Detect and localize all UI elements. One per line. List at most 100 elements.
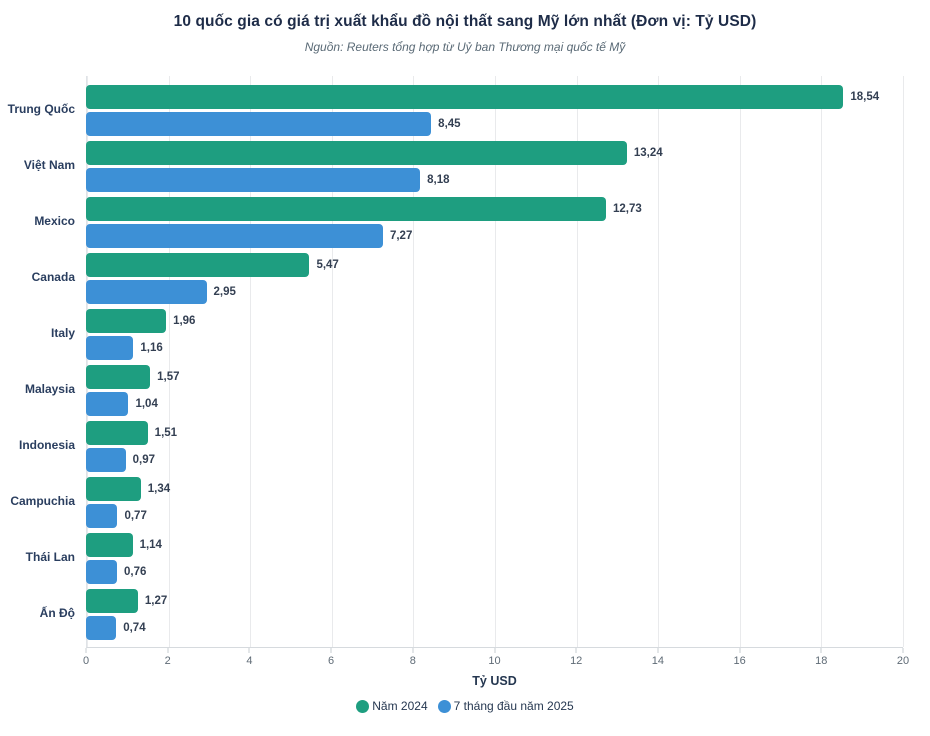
bar-value-label: 8,18 <box>427 173 450 186</box>
legend-swatch-icon <box>356 699 370 713</box>
gridline <box>658 76 660 647</box>
bar-pair: 1,27 0,74 <box>86 588 903 640</box>
x-tick-mark <box>85 648 87 653</box>
chart-row: Campuchia 1,34 0,77 <box>0 474 903 530</box>
bar-series-2024[interactable] <box>86 420 148 445</box>
gridline <box>739 76 741 647</box>
bar-line: 0,97 <box>86 447 903 472</box>
x-tick-mark <box>248 648 250 653</box>
x-tick-label: 18 <box>815 655 828 667</box>
bar-value-label: 1,04 <box>135 397 158 410</box>
bar-value-label: 12,73 <box>613 202 642 215</box>
bar-series-2024[interactable] <box>86 196 607 221</box>
bar-value-label: 18,54 <box>850 90 880 103</box>
bar-series-2025[interactable] <box>86 615 117 640</box>
chart-row: Mexico 12,73 7,27 <box>0 194 903 250</box>
bar-line: 7,27 <box>86 223 903 248</box>
bar-value-label: 1,34 <box>147 482 171 495</box>
bar-series-2025[interactable] <box>86 391 129 416</box>
category-label: Campuchia <box>10 494 75 509</box>
bar-series-2024[interactable] <box>86 84 844 109</box>
bar-line: 1,04 <box>86 391 903 416</box>
bar-value-label: 1,14 <box>139 538 162 551</box>
bar-line: 0,74 <box>86 615 903 640</box>
bar-value-label: 1,96 <box>173 314 196 327</box>
bar-series-2024[interactable] <box>86 308 167 333</box>
gridline <box>250 76 252 647</box>
bar-line: 12,73 <box>86 196 903 221</box>
chart-title: 10 quốc gia có giá trị xuất khẩu đồ nội … <box>173 13 757 30</box>
category-label: Canada <box>31 270 75 285</box>
bar-line: 1,27 <box>86 588 903 613</box>
bar-line: 5,47 <box>86 252 903 277</box>
x-tick-mark <box>902 648 904 653</box>
plot-area: Trung Quốc 18,54 8,45 Việt Nam 13,24 8,18 Mexi… <box>0 76 930 648</box>
gridline <box>903 76 904 647</box>
x-tick-mark <box>739 648 741 653</box>
bar-pair: 1,57 1,04 <box>86 364 903 416</box>
category-label: Thái Lan <box>25 550 75 565</box>
bar-line: 2,95 <box>86 279 903 304</box>
bar-line: 1,57 <box>86 364 903 389</box>
bar-series-2024[interactable] <box>86 252 310 277</box>
chart-row: Trung Quốc 18,54 8,45 <box>0 82 903 138</box>
bar-series-2024[interactable] <box>86 364 151 389</box>
category-label: Malaysia <box>24 382 75 397</box>
bar-pair: 1,14 0,76 <box>86 532 903 584</box>
gridline <box>87 76 88 647</box>
bar-value-label: 2,95 <box>213 285 236 298</box>
bar-line: 1,51 <box>86 420 903 445</box>
category-label: Indonesia <box>18 438 75 453</box>
legend-item-2024[interactable]: Năm 2024 <box>356 699 428 713</box>
bar-series-2024[interactable] <box>86 476 141 501</box>
bar-series-2025[interactable] <box>86 167 421 192</box>
x-axis-title: Tỷ USD <box>472 674 517 688</box>
category-label: Italy <box>50 326 75 341</box>
bar-value-label: 0,97 <box>132 453 155 466</box>
bar-value-label: 0,76 <box>124 565 147 578</box>
bar-pair: 5,47 2,95 <box>86 252 903 304</box>
bar-series-2025[interactable] <box>86 503 118 528</box>
chart-row: Ấn Độ 1,27 0,74 <box>0 586 903 642</box>
gridline <box>413 76 415 647</box>
x-tick-mark <box>575 648 577 653</box>
bar-line: 8,18 <box>86 167 903 192</box>
x-tick-mark <box>412 648 414 653</box>
bar-series-2025[interactable] <box>86 279 207 304</box>
bar-value-label: 1,27 <box>144 594 168 607</box>
bar-series-2025[interactable] <box>86 559 118 584</box>
x-tick-mark <box>657 648 659 653</box>
category-label: Trung Quốc <box>7 102 75 117</box>
bar-line: 1,16 <box>86 335 903 360</box>
bar-line: 8,45 <box>86 111 903 136</box>
bar-line: 18,54 <box>86 84 903 109</box>
chart-row: Italy 1,96 1,16 <box>0 306 903 362</box>
bar-pair: 13,24 8,18 <box>86 140 903 192</box>
gridline <box>576 76 578 647</box>
bar-series-2024[interactable] <box>86 140 627 165</box>
category-label: Mexico <box>34 214 75 229</box>
chart-row: Canada 5,47 2,95 <box>0 250 903 306</box>
bar-series-2024[interactable] <box>86 532 133 557</box>
bar-series-2025[interactable] <box>86 111 432 136</box>
chart-row: Việt Nam 13,24 8,18 <box>0 138 903 194</box>
x-tick-mark <box>494 648 495 653</box>
gridline <box>168 76 170 647</box>
bar-value-label: 8,45 <box>438 117 461 130</box>
bar-series-2025[interactable] <box>86 223 383 248</box>
x-tick-label: 8 <box>409 655 416 667</box>
bar-series-2025[interactable] <box>86 447 126 472</box>
gridline <box>821 76 823 647</box>
bar-pair: 18,54 8,45 <box>86 84 903 136</box>
legend-item-2025[interactable]: 7 tháng đầu năm 2025 <box>437 699 574 713</box>
bar-series-2024[interactable] <box>86 588 138 613</box>
chart-row: Malaysia 1,57 1,04 <box>0 362 903 418</box>
category-label: Ấn Độ <box>39 606 75 621</box>
x-tick-label: 6 <box>328 655 335 667</box>
bar-series-2025[interactable] <box>86 335 134 360</box>
bar-line: 0,77 <box>86 503 903 528</box>
bar-value-label: 1,57 <box>157 370 180 383</box>
legend-label: 7 tháng đầu năm 2025 <box>453 699 574 713</box>
bar-value-label: 0,74 <box>123 621 146 634</box>
category-label: Việt Nam <box>23 158 75 173</box>
